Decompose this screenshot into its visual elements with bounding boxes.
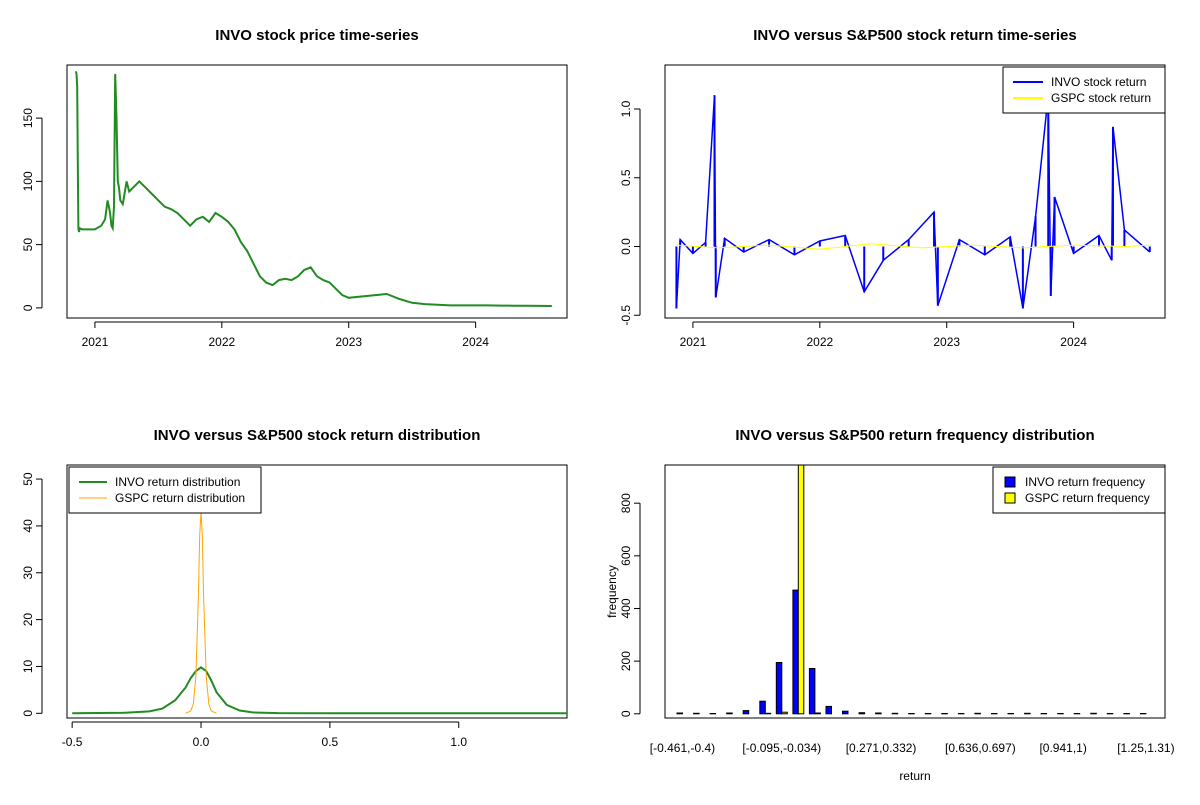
- y-tick-label: 0: [21, 710, 35, 717]
- y-axis-title: frequency: [605, 565, 619, 618]
- y-tick-label: 50: [21, 472, 35, 486]
- legend-label: GSPC stock return: [1051, 91, 1151, 105]
- x-tick-label: [-0.461,-0.4): [650, 741, 715, 755]
- x-tick-label: 0.0: [193, 735, 210, 749]
- invo-frequency-bar: [776, 663, 782, 714]
- y-tick-label: 10: [21, 659, 35, 673]
- invo-frequency-bar: [826, 706, 832, 713]
- x-tick-label: 2022: [208, 335, 235, 349]
- chart-title: INVO versus S&P500 return frequency dist…: [735, 427, 1094, 444]
- chart-title: INVO versus S&P500 stock return time-ser…: [753, 27, 1076, 44]
- x-tick-label: 2022: [806, 335, 833, 349]
- gspc-frequency-bar: [798, 465, 804, 714]
- x-tick-label: [0.271,0.332): [846, 741, 917, 755]
- y-tick-label: 100: [21, 171, 35, 191]
- invo-frequency-bar: [1025, 713, 1031, 714]
- y-tick-label: 150: [21, 108, 35, 128]
- x-tick-label: [1.25,1.31): [1117, 741, 1174, 755]
- y-tick-label: 0: [619, 710, 633, 717]
- y-tick-label: 400: [619, 598, 633, 618]
- legend-label: INVO return distribution: [115, 475, 240, 489]
- legend-box: [993, 467, 1165, 513]
- legend-box: [69, 467, 261, 513]
- x-tick-label: [-0.095,-0.034): [742, 741, 821, 755]
- y-tick-label: 20: [21, 613, 35, 627]
- x-tick-label: [0.636,0.697): [945, 741, 1016, 755]
- invo-frequency-bar: [859, 713, 865, 714]
- x-tick-label: -0.5: [62, 735, 83, 749]
- x-tick-label: 2021: [82, 335, 109, 349]
- y-tick-label: 800: [619, 493, 633, 513]
- y-tick-label: 200: [619, 651, 633, 671]
- x-tick-label: 2023: [933, 335, 960, 349]
- y-tick-label: 30: [21, 566, 35, 580]
- y-tick-label: 40: [21, 519, 35, 533]
- x-tick-label: 2021: [680, 335, 707, 349]
- gspc-frequency-bar: [782, 712, 788, 714]
- invo-frequency-bar: [760, 701, 766, 714]
- legend-label: INVO stock return: [1051, 75, 1146, 89]
- legend-label: INVO return frequency: [1025, 475, 1145, 489]
- x-tick-label: 1.0: [450, 735, 467, 749]
- y-tick-label: 0.5: [619, 169, 633, 186]
- y-tick-label: 50: [21, 238, 35, 252]
- x-tick-label: 0.5: [322, 735, 339, 749]
- invo-frequency-bar: [843, 711, 849, 714]
- gspc-frequency-bar: [815, 713, 821, 714]
- invo-frequency-bar: [975, 713, 981, 714]
- legend-box: [1003, 67, 1165, 113]
- invo-frequency-bar: [793, 590, 799, 714]
- invo-frequency-bar: [1091, 713, 1097, 714]
- x-tick-label: 2024: [1060, 335, 1087, 349]
- invo-frequency-bar: [892, 713, 898, 714]
- y-tick-label: 1.0: [619, 100, 633, 117]
- invo-frequency-bar: [809, 669, 815, 714]
- legend-swatch: [1005, 477, 1015, 487]
- x-tick-label: [0.941,1): [1039, 741, 1086, 755]
- invo-frequency-bar: [727, 713, 733, 714]
- y-tick-label: 600: [619, 545, 633, 565]
- x-tick-label: 2023: [335, 335, 362, 349]
- chart-title: INVO stock price time-series: [215, 27, 418, 44]
- gspc-frequency-bar: [765, 713, 771, 714]
- x-axis-title: return: [899, 769, 930, 783]
- legend-label: GSPC return frequency: [1025, 491, 1150, 505]
- invo-frequency-bar: [694, 713, 700, 714]
- chart-title: INVO versus S&P500 stock return distribu…: [154, 427, 481, 444]
- y-tick-label: -0.5: [619, 305, 633, 326]
- invo-frequency-bar: [876, 713, 882, 714]
- y-tick-label: 0: [21, 304, 35, 311]
- y-tick-label: 0.0: [619, 238, 633, 255]
- invo-frequency-bar: [743, 711, 749, 714]
- legend-swatch: [1005, 493, 1015, 503]
- legend-label: GSPC return distribution: [115, 491, 245, 505]
- invo-frequency-bar: [677, 713, 683, 714]
- x-tick-label: 2024: [462, 335, 489, 349]
